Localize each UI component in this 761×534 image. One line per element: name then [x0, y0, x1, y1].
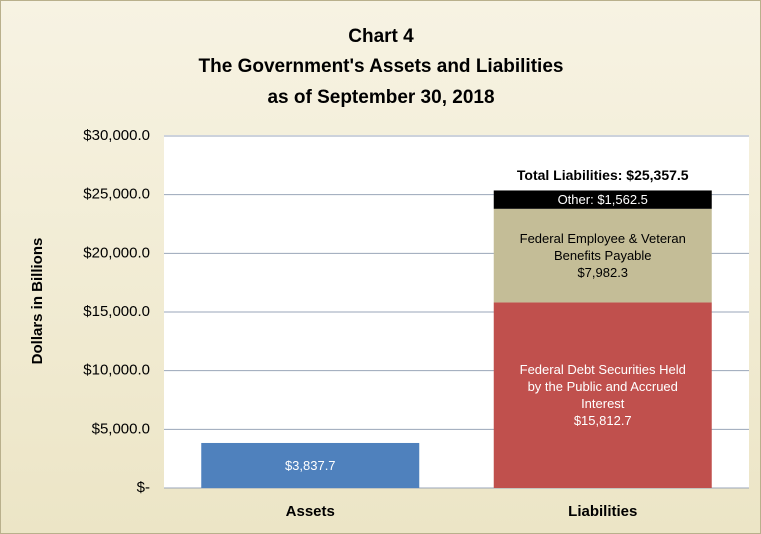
data-label: $3,837.7: [284, 457, 336, 473]
y-axis-label: Dollars in Billions: [29, 238, 46, 365]
segment-name: Federal Employee & Veteran Benefits Paya…: [519, 231, 686, 264]
y-tick-label: $15,000.0: [83, 303, 150, 320]
chart-subtitle: The Government's Assets and Liabilities: [199, 56, 564, 77]
y-tick-label: $10,000.0: [83, 362, 150, 379]
segment-label: Other: $1,562.5: [494, 190, 712, 208]
x-tick-label: Liabilities: [568, 503, 637, 520]
data-label: $15,812.7: [573, 413, 632, 429]
chart-title: Chart 4: [348, 26, 414, 47]
segment-name: Other:: [557, 192, 594, 208]
segment-label-text: Other: $1,562.5: [558, 191, 648, 208]
y-tick-label: $-: [137, 479, 150, 496]
data-label: $7,982.3: [577, 265, 629, 281]
segment-label-text: $3,837.7: [285, 457, 336, 474]
segment-label: Federal Employee & Veteran Benefits Paya…: [494, 209, 712, 303]
bar-segment: [493, 190, 712, 209]
y-tick-label: $5,000.0: [92, 420, 150, 437]
x-tick-label: Assets: [286, 503, 335, 520]
chart-subtitle: as of September 30, 2018: [267, 87, 494, 108]
bar-segment: [493, 208, 712, 303]
bar-segment: [201, 442, 420, 488]
segment-label-text: Federal Employee & Veteran Benefits Paya…: [514, 230, 692, 281]
segment-label-text: Federal Debt Securities Held by the Publ…: [514, 361, 692, 429]
data-label: $1,562.5: [597, 192, 648, 208]
annotation: Total Liabilities: $25,357.5: [517, 167, 689, 183]
segment-label: Federal Debt Securities Held by the Publ…: [494, 302, 712, 488]
bar-segment: [493, 302, 712, 488]
y-tick-label: $20,000.0: [83, 244, 150, 261]
y-tick-label: $25,000.0: [83, 186, 150, 203]
segment-label: $3,837.7: [201, 443, 419, 488]
segment-name: Federal Debt Securities Held by the Publ…: [519, 362, 686, 412]
y-tick-label: $30,000.0: [83, 127, 150, 144]
